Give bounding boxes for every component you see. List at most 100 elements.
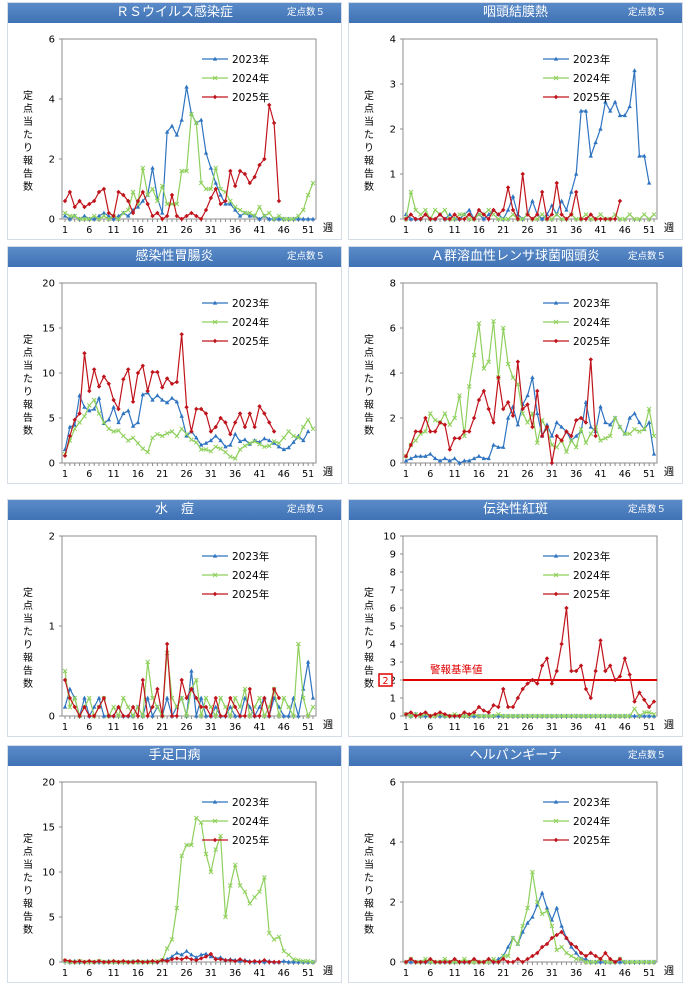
y-tick-label: 4 bbox=[390, 838, 396, 849]
data-point bbox=[612, 677, 618, 683]
data-point bbox=[569, 944, 574, 949]
data-point bbox=[535, 411, 540, 416]
data-point bbox=[262, 436, 267, 441]
data-point bbox=[486, 212, 491, 217]
chart-title: 伝染性紅斑 bbox=[482, 502, 548, 517]
y-tick-label: 5 bbox=[390, 622, 396, 633]
data-point bbox=[408, 713, 414, 719]
data-point bbox=[461, 713, 467, 719]
data-point bbox=[637, 153, 642, 158]
y-axis-label-char: 定 bbox=[23, 586, 33, 599]
data-point bbox=[612, 415, 618, 421]
data-point bbox=[510, 194, 516, 199]
x-tick-label: 51 bbox=[643, 469, 655, 480]
y-tick-label: 2 bbox=[390, 676, 396, 687]
data-point bbox=[203, 440, 209, 445]
data-point bbox=[237, 447, 243, 452]
data-point bbox=[106, 959, 111, 965]
data-point bbox=[106, 381, 111, 386]
data-point bbox=[622, 431, 628, 437]
y-axis-label-char: 報 bbox=[23, 898, 33, 910]
data-point bbox=[603, 420, 608, 425]
y-axis-label-char: 報 bbox=[23, 399, 33, 411]
data-point bbox=[111, 404, 116, 409]
data-point bbox=[432, 207, 438, 213]
data-point bbox=[228, 168, 233, 174]
data-point bbox=[646, 704, 652, 710]
chart-header: ヘルパンギーナ 定点数５ bbox=[349, 746, 682, 766]
data-point bbox=[496, 713, 501, 718]
x-tick-label: 1 bbox=[62, 469, 68, 480]
chart-title: Ａ群溶血性レンサ球菌咽頭炎 bbox=[430, 249, 600, 264]
data-point bbox=[535, 950, 540, 956]
y-axis-label-char: 数 bbox=[23, 923, 33, 936]
data-point bbox=[87, 713, 92, 719]
data-point bbox=[91, 406, 97, 411]
legend-marker bbox=[212, 799, 218, 804]
data-point bbox=[539, 212, 545, 217]
y-tick-label: 6 bbox=[390, 604, 396, 615]
data-point bbox=[164, 213, 170, 219]
data-point bbox=[208, 869, 214, 875]
legend-marker bbox=[553, 319, 559, 325]
data-point bbox=[646, 420, 652, 425]
x-tick-label: 26 bbox=[522, 968, 534, 979]
y-tick-label: 3 bbox=[390, 80, 396, 91]
x-tick-label: 6 bbox=[427, 469, 433, 480]
y-axis-label-char: た bbox=[364, 129, 374, 141]
y-axis-label-char: た bbox=[23, 129, 33, 141]
data-point bbox=[271, 959, 277, 965]
data-point bbox=[72, 426, 78, 432]
data-point bbox=[184, 431, 189, 437]
data-point bbox=[160, 713, 165, 719]
data-point bbox=[564, 216, 569, 222]
data-point bbox=[164, 641, 170, 647]
data-point bbox=[232, 862, 238, 868]
data-point bbox=[232, 704, 238, 710]
y-axis-label-char: 定 bbox=[364, 89, 374, 102]
data-point bbox=[598, 212, 603, 217]
data-point bbox=[418, 429, 423, 434]
data-point bbox=[467, 959, 472, 965]
data-point bbox=[135, 958, 141, 964]
data-point bbox=[559, 713, 564, 719]
legend-marker bbox=[212, 553, 218, 558]
x-tick-label: 21 bbox=[497, 469, 509, 480]
chart-header: 手足口病 bbox=[8, 746, 341, 766]
data-point bbox=[301, 438, 306, 443]
legend-label: 2025年 bbox=[573, 588, 610, 601]
data-point bbox=[544, 905, 550, 910]
data-point bbox=[286, 429, 292, 434]
data-point bbox=[598, 126, 603, 131]
data-point bbox=[427, 959, 433, 965]
data-point bbox=[554, 905, 559, 910]
x-tick-label: 36 bbox=[229, 469, 241, 480]
data-point bbox=[106, 713, 111, 719]
data-point bbox=[651, 699, 657, 704]
data-point bbox=[227, 198, 233, 204]
data-point bbox=[184, 213, 189, 219]
data-point bbox=[486, 406, 491, 412]
x-tick-label: 51 bbox=[302, 225, 314, 236]
data-point bbox=[252, 894, 258, 900]
x-tick-label: 46 bbox=[619, 968, 631, 979]
y-axis-label-char: た bbox=[364, 872, 374, 884]
data-point bbox=[403, 454, 409, 459]
x-tick-label: 41 bbox=[253, 225, 265, 236]
data-point bbox=[126, 367, 131, 372]
data-point bbox=[418, 959, 423, 965]
data-point bbox=[135, 420, 141, 425]
data-point bbox=[447, 458, 452, 463]
data-point bbox=[140, 959, 146, 965]
data-point bbox=[510, 704, 516, 710]
data-point bbox=[218, 955, 223, 960]
data-point bbox=[218, 438, 223, 443]
data-point bbox=[111, 216, 116, 221]
data-point bbox=[198, 695, 204, 700]
data-point bbox=[242, 443, 248, 449]
sentinel-count: 定点数５ bbox=[286, 251, 325, 262]
data-point bbox=[169, 713, 175, 719]
data-point bbox=[305, 659, 311, 664]
y-tick-label: 15 bbox=[42, 823, 55, 834]
data-point bbox=[150, 165, 155, 170]
